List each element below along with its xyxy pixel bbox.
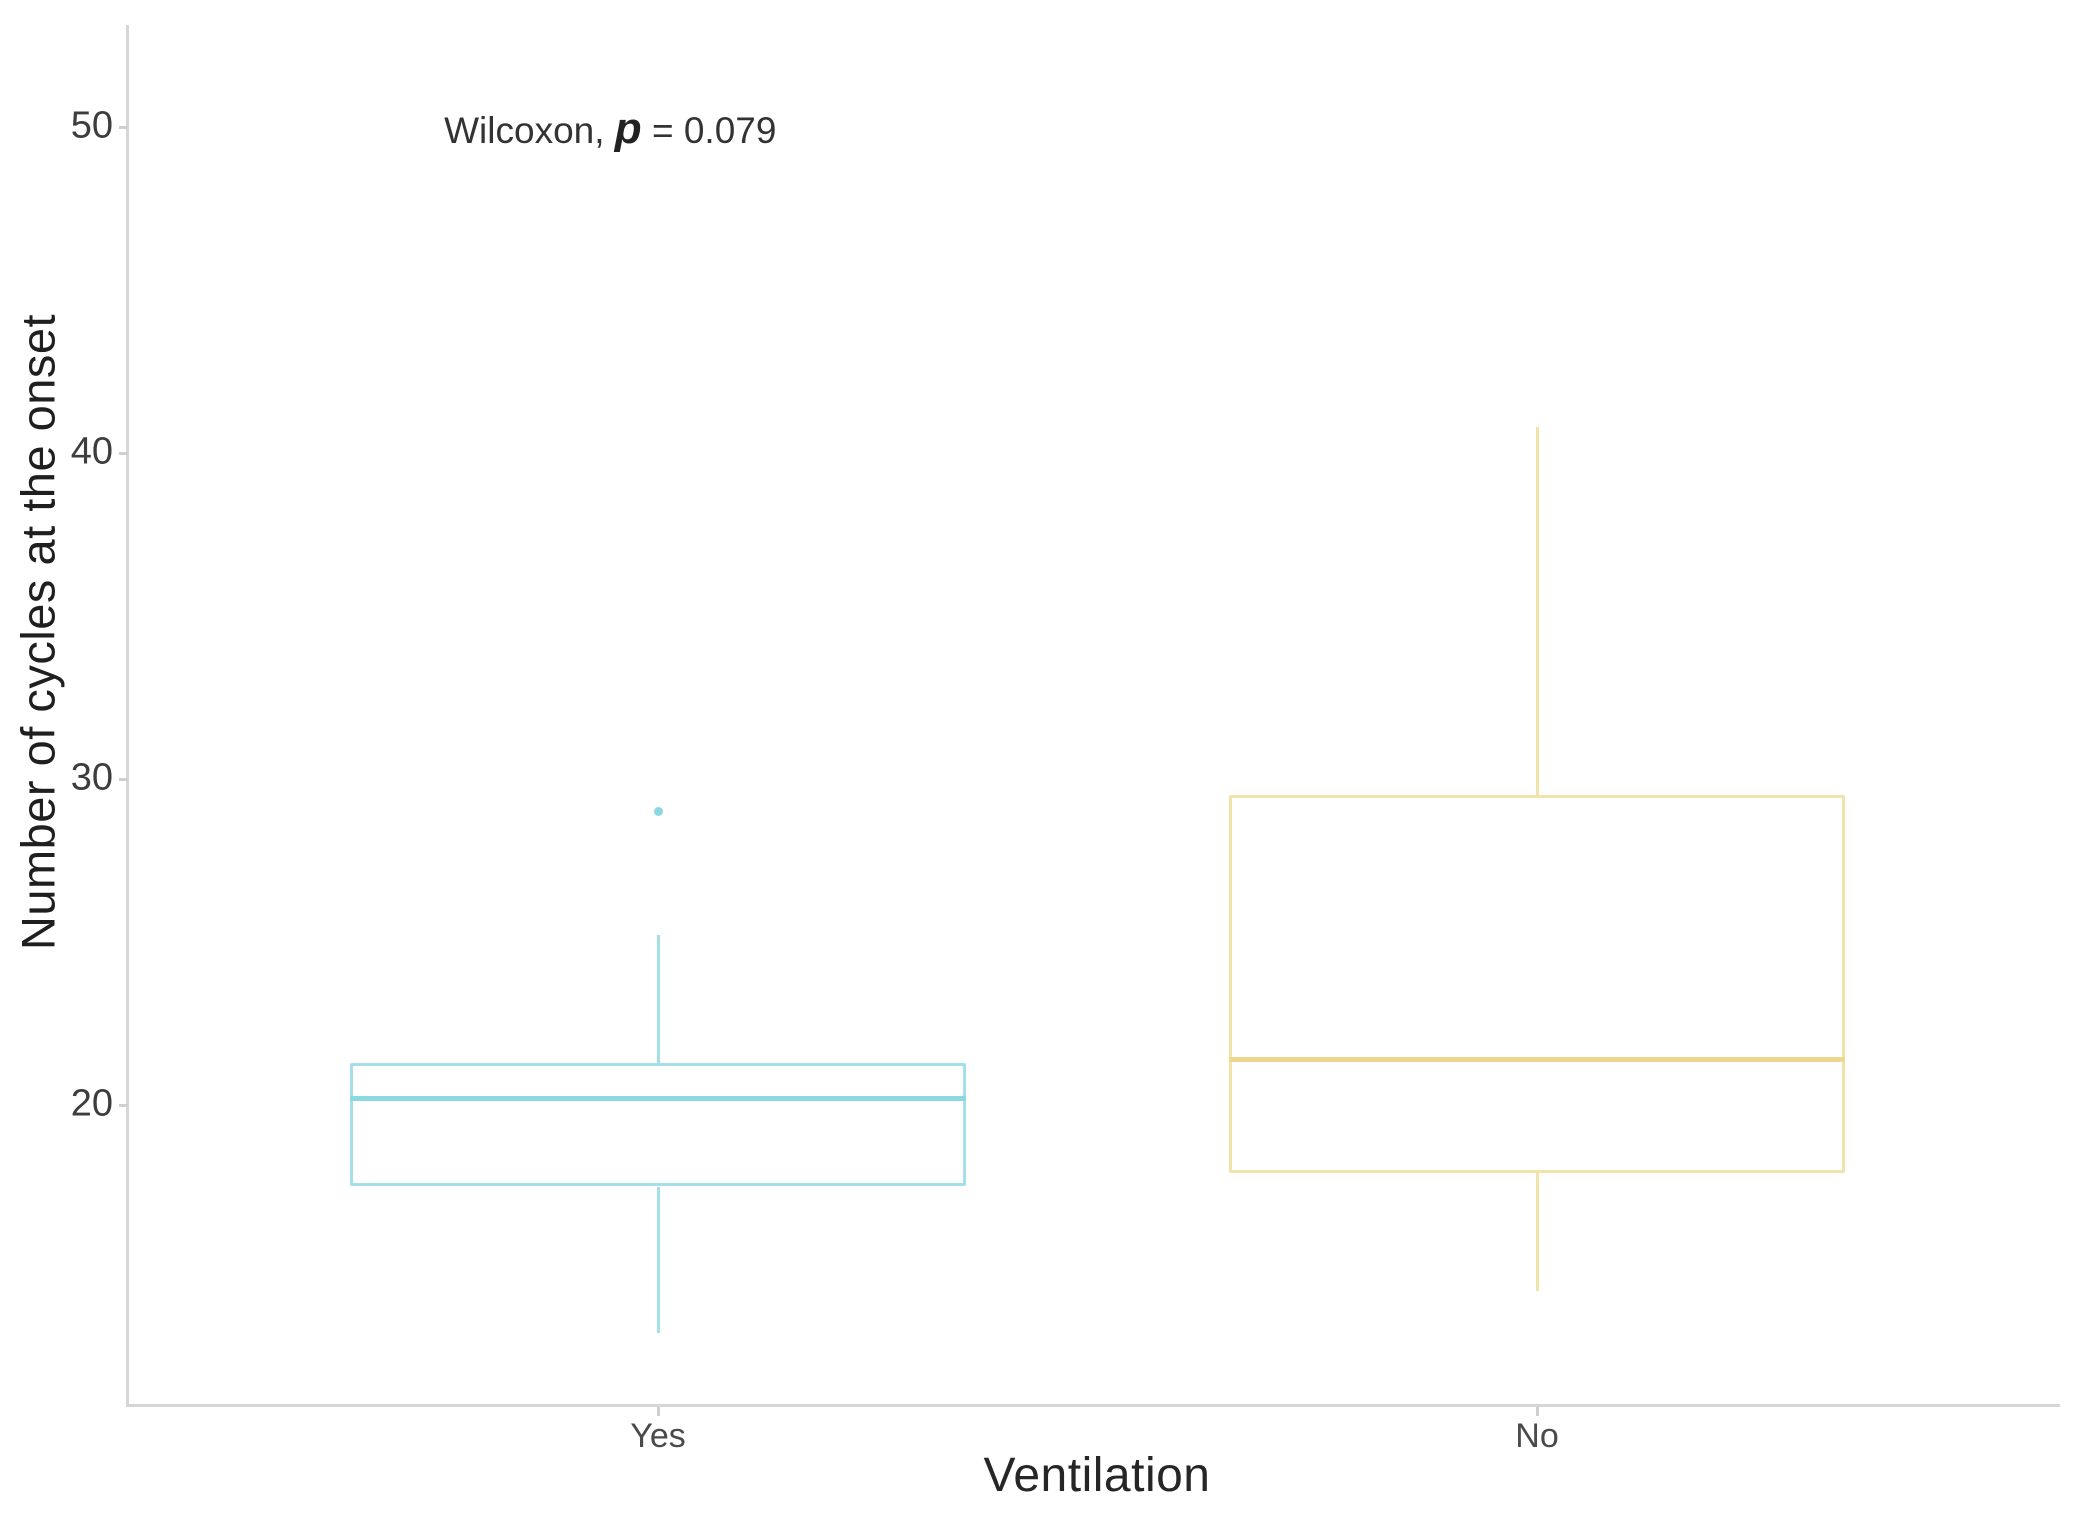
x-axis-title: Ventilation xyxy=(983,1449,1211,1502)
y-axis-title: Number of cycles at the onset xyxy=(11,313,65,951)
p-value: = 0.079 xyxy=(641,110,777,151)
x-axis-line xyxy=(126,1404,2060,1407)
y-tick-label: 40 xyxy=(70,430,113,473)
wilcoxon-annotation: Wilcoxon, p = 0.079 xyxy=(403,62,776,196)
stat-test-name: Wilcoxon, xyxy=(444,110,615,151)
y-axis-line xyxy=(126,25,129,1407)
y-tick-mark xyxy=(119,777,128,781)
x-tick-mark xyxy=(656,1407,660,1416)
x-tick-mark xyxy=(1535,1407,1539,1416)
y-tick-label: 50 xyxy=(70,104,113,147)
y-tick-label: 20 xyxy=(70,1082,113,1125)
upper-whisker-no xyxy=(1535,426,1539,796)
box-no xyxy=(1229,795,1845,1174)
y-tick-mark xyxy=(119,451,128,455)
median-line-yes xyxy=(350,1095,966,1101)
lower-whisker-no xyxy=(1535,1173,1539,1291)
y-tick-label: 30 xyxy=(70,756,113,799)
upper-whisker-yes xyxy=(656,935,660,1063)
y-tick-mark xyxy=(119,1103,128,1107)
x-category-label: Yes xyxy=(630,1417,686,1455)
box-yes xyxy=(350,1062,966,1187)
outlier-point-yes xyxy=(653,807,663,817)
median-line-no xyxy=(1229,1056,1845,1062)
y-tick-mark xyxy=(119,125,128,129)
lower-whisker-yes xyxy=(656,1186,660,1334)
p-symbol: p xyxy=(614,104,642,153)
x-category-label: No xyxy=(1515,1417,1559,1455)
